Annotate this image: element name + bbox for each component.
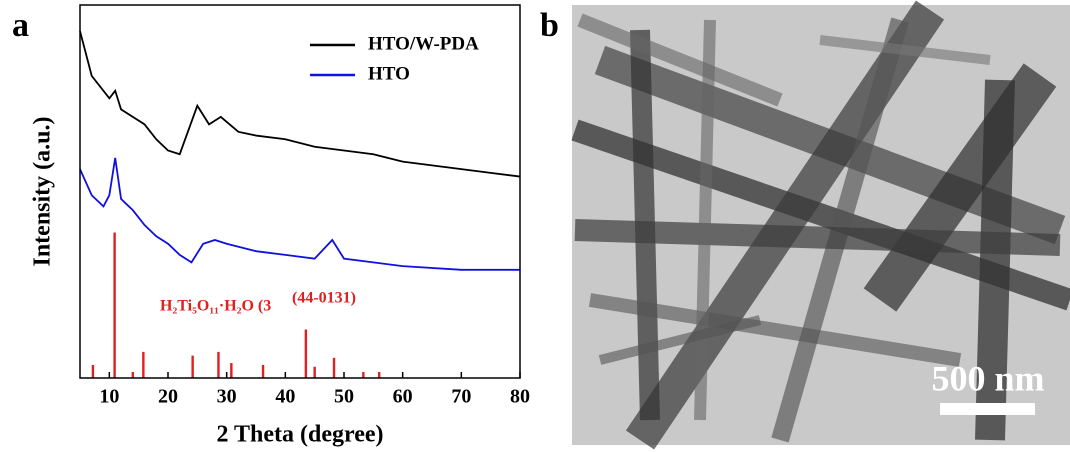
reference-peak <box>91 364 95 378</box>
reference-peak <box>362 372 365 378</box>
legend-label: HTO/W-PDA <box>368 33 479 54</box>
reference-peak <box>142 351 145 378</box>
scale-bar <box>940 403 1035 415</box>
nanorod <box>819 35 991 65</box>
reference-peak <box>313 366 316 378</box>
nanorod <box>577 13 783 107</box>
xrd-curve <box>79 157 520 271</box>
x-tick-label: 80 <box>510 386 530 408</box>
x-tick-label: 10 <box>99 386 119 408</box>
annotation: H₂Ti₅O₁₁·H₂O (3 <box>160 298 271 315</box>
nanorod <box>863 63 1057 312</box>
annotation: (44-0131) <box>292 290 356 307</box>
x-tick-label: 60 <box>393 386 413 408</box>
nanorod <box>598 315 762 365</box>
reference-peak <box>131 372 134 378</box>
y-axis-label: Intensity (a.u.) <box>30 116 56 266</box>
legend-label: HTO <box>368 63 410 84</box>
reference-peak <box>304 329 308 378</box>
x-tick-label: 70 <box>451 386 471 408</box>
reference-peak <box>378 372 381 378</box>
plot-frame <box>79 4 521 379</box>
reference-peak <box>261 364 265 378</box>
reference-peak <box>191 355 194 378</box>
reference-peak <box>230 363 233 378</box>
reference-peak <box>113 232 116 378</box>
x-tick-label: 40 <box>275 386 295 408</box>
x-tick-label: 50 <box>334 386 354 408</box>
panel-label: b <box>540 7 559 44</box>
nanorods <box>571 0 1070 450</box>
x-axis-label: 2 Theta (degree) <box>216 422 383 448</box>
nanorod <box>588 293 962 367</box>
tem-image: 500 nm <box>571 0 1070 450</box>
xrd-curve <box>79 30 521 178</box>
panel-label: a <box>12 7 29 44</box>
nanorod <box>694 19 716 421</box>
nanorod <box>574 219 1061 256</box>
reference-peak <box>332 357 336 378</box>
x-tick-label: 30 <box>217 386 237 408</box>
reference-peak <box>217 351 220 378</box>
x-tick-label: 20 <box>158 386 178 408</box>
scale-bar-label: 500 nm <box>931 358 1044 398</box>
